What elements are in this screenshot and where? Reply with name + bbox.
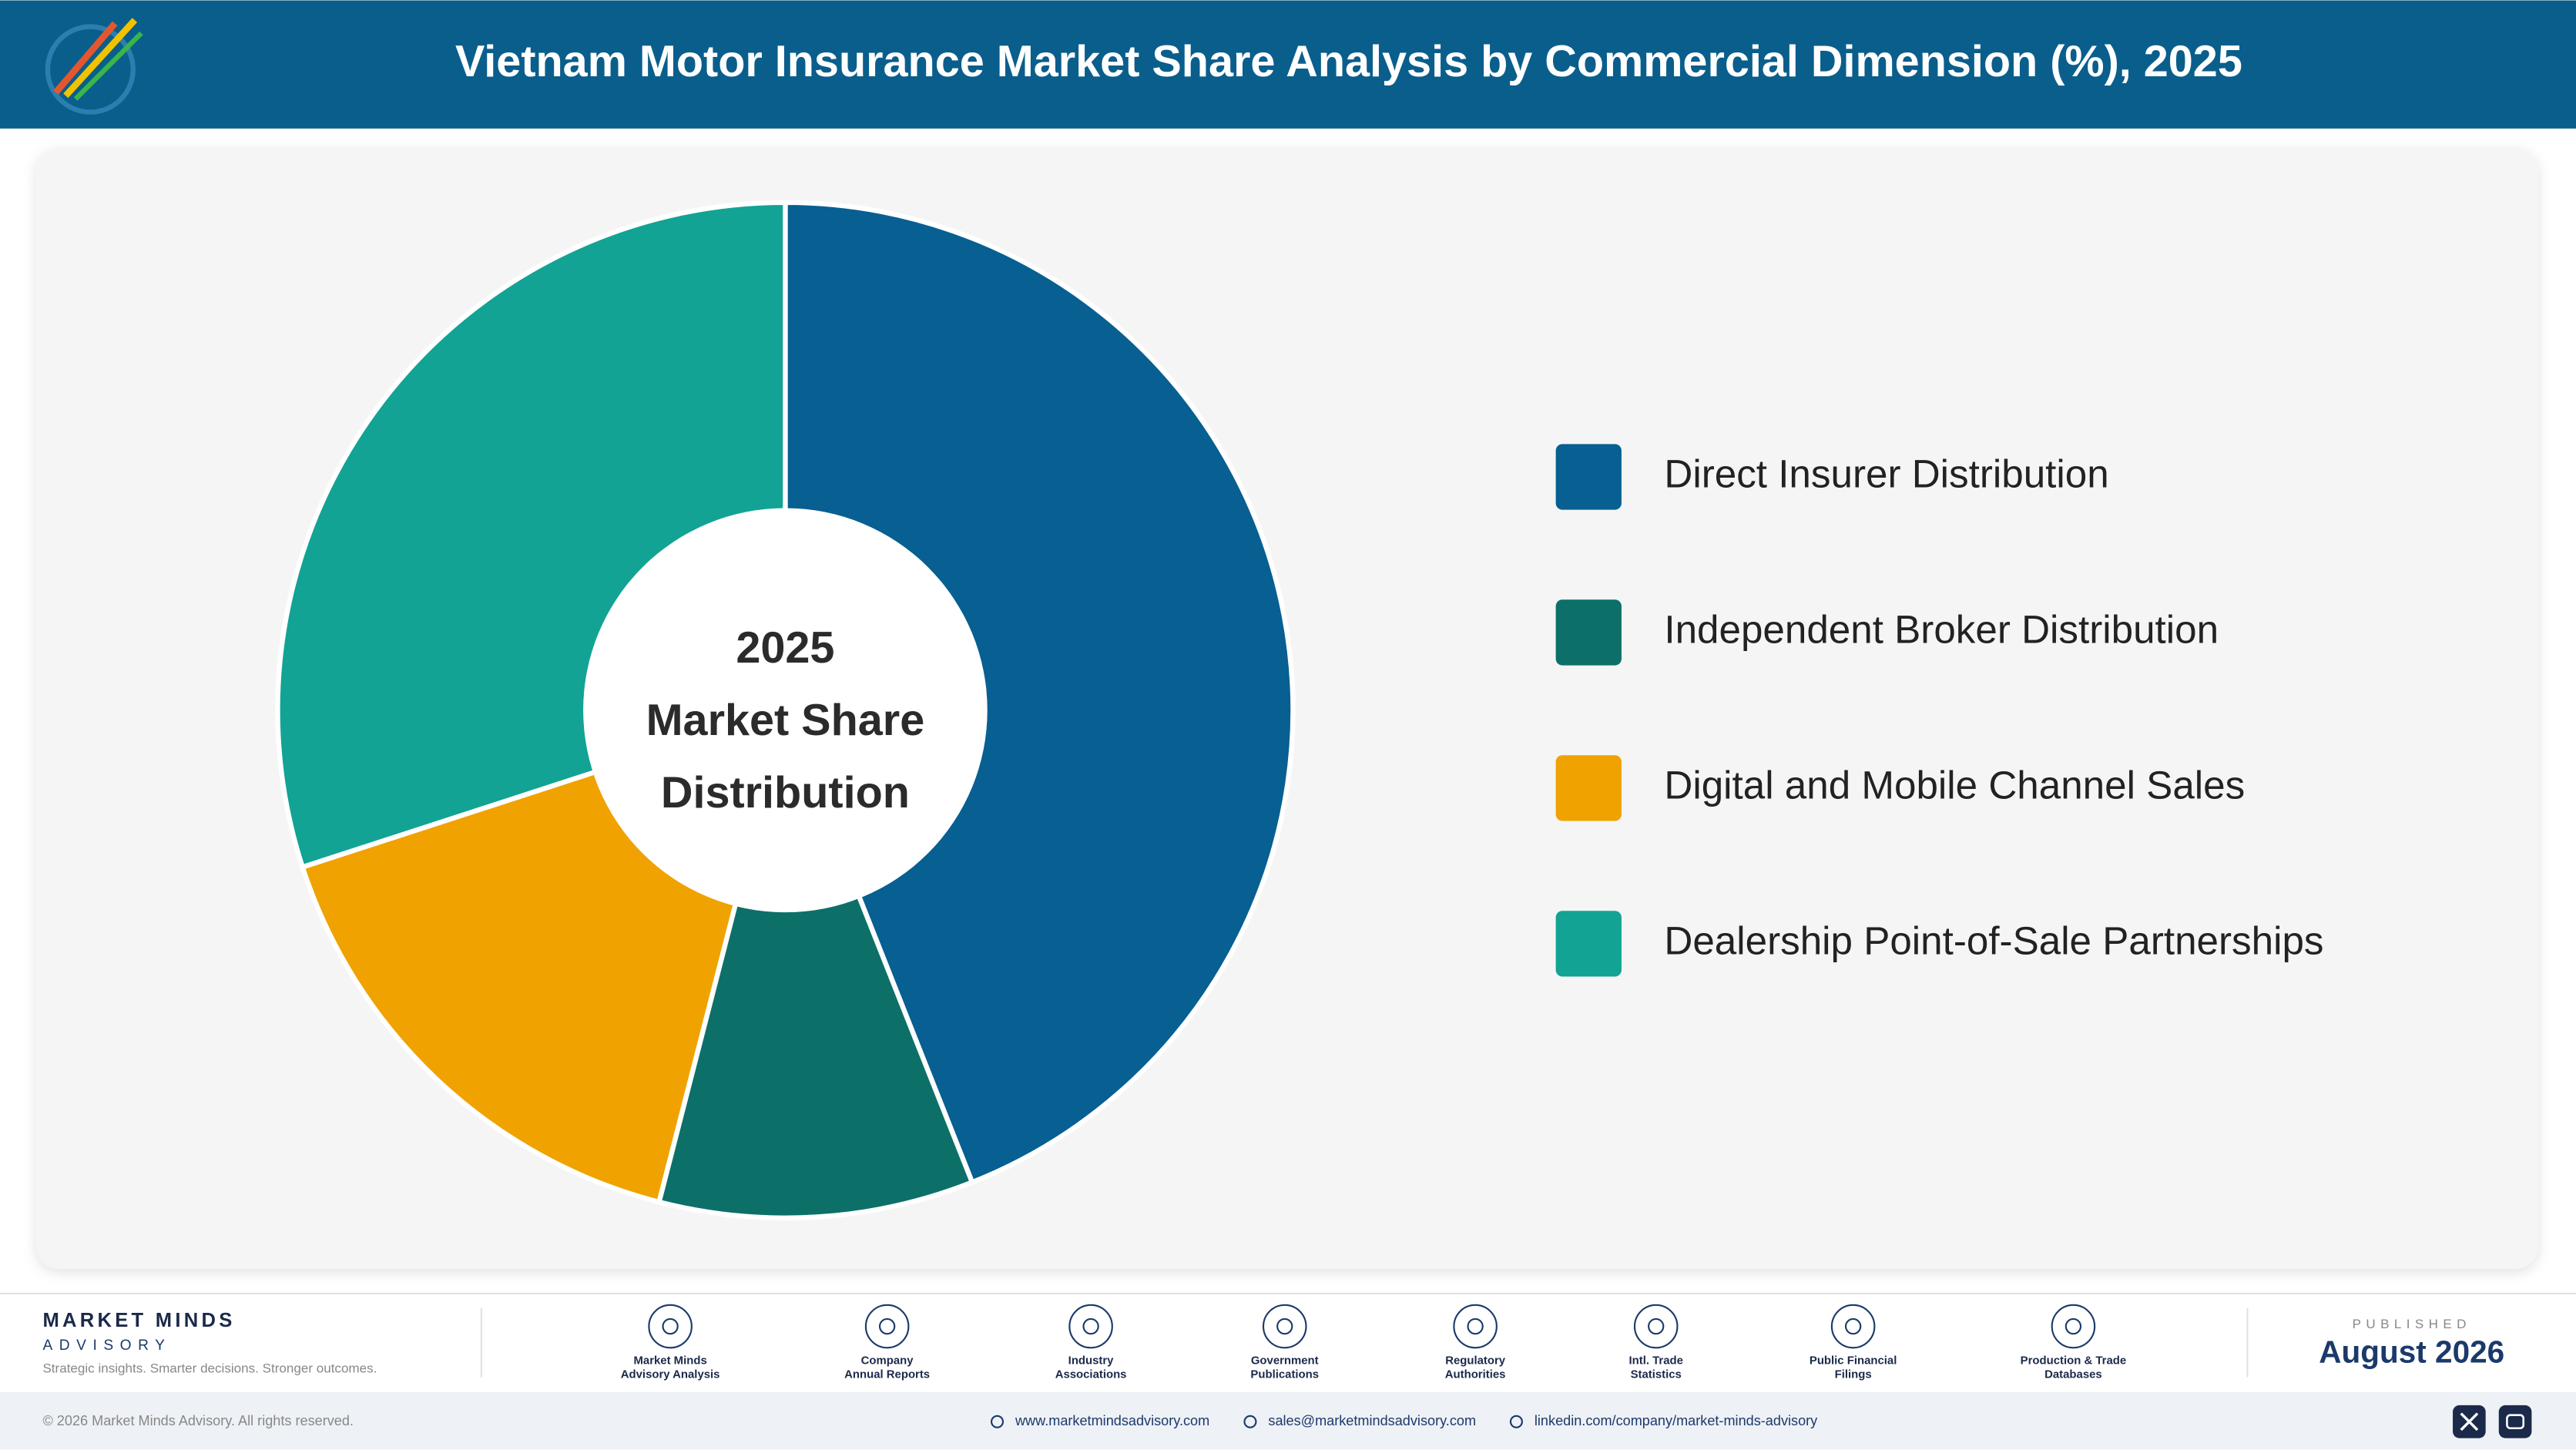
source-label: Publications	[1250, 1368, 1319, 1381]
brand-sub: ADVISORY	[42, 1338, 171, 1354]
source-icon-glyph	[2064, 1317, 2082, 1335]
source-icon-glyph	[1082, 1317, 1099, 1335]
source-label: Market Minds	[633, 1354, 706, 1367]
published-label: PUBLISHED	[2353, 1317, 2471, 1331]
links: www.marketmindsadvisory.com sales@marketm…	[990, 1413, 1818, 1428]
link-icon	[1509, 1415, 1523, 1428]
source-icon-glyph	[662, 1317, 679, 1335]
legend-swatch	[1555, 599, 1622, 666]
donut-hole	[583, 508, 988, 913]
source-label: Annual Reports	[844, 1368, 930, 1381]
page-title: Vietnam Motor Insurance Market Share Ana…	[455, 37, 2242, 86]
tagline: Strategic insights. Smarter decisions. S…	[42, 1361, 377, 1376]
social-x-icon	[2460, 1412, 2479, 1432]
source-label: Filings	[1835, 1368, 1872, 1381]
legend-label: Dealership Point-of-Sale Partnerships	[1664, 918, 2323, 962]
source-icon	[864, 1304, 910, 1349]
social-video[interactable]	[2498, 1405, 2532, 1438]
source-label: Industry	[1068, 1354, 1115, 1367]
source-icon	[1453, 1304, 1498, 1349]
legend-swatch	[1555, 911, 1622, 977]
source-icon	[648, 1304, 693, 1349]
social-video-icon	[2506, 1414, 2525, 1430]
source-icon	[1830, 1304, 1876, 1349]
source-label: Public Financial	[1810, 1354, 1897, 1367]
center-label: Distribution	[661, 768, 910, 817]
source-icon-glyph	[1648, 1317, 1665, 1335]
legend-label: Independent Broker Distribution	[1664, 607, 2219, 651]
legend-label: Direct Insurer Distribution	[1664, 451, 2108, 495]
source-label: Intl. Trade	[1629, 1354, 1683, 1367]
link-icon	[990, 1415, 1005, 1428]
legend-swatch	[1555, 755, 1622, 821]
pie-slice	[656, 702, 976, 1220]
published-date: August 2026	[2319, 1334, 2504, 1370]
center-label: Market Share	[646, 696, 925, 745]
source-label: Advisory Analysis	[621, 1368, 720, 1381]
source-icon-glyph	[1276, 1317, 1293, 1335]
source-icon-glyph	[878, 1317, 896, 1335]
bottom-bar	[0, 1391, 2576, 1450]
link[interactable]: sales@marketmindsadvisory.com	[1268, 1413, 1476, 1428]
link-icon	[1243, 1415, 1257, 1428]
source-label: Company	[861, 1354, 914, 1367]
source-label: Authorities	[1445, 1368, 1506, 1381]
legend-swatch	[1555, 444, 1622, 510]
source-icon	[1068, 1304, 1113, 1349]
copyright: © 2026 Market Minds Advisory. All rights…	[42, 1413, 354, 1428]
source-label: Statistics	[1631, 1368, 1682, 1381]
source-label: Databases	[2044, 1368, 2102, 1381]
link[interactable]: linkedin.com/company/market-minds-adviso…	[1535, 1413, 1818, 1428]
source-label: Associations	[1055, 1368, 1127, 1381]
pie-slice	[783, 200, 1296, 1186]
legend-label: Digital and Mobile Channel Sales	[1664, 763, 2245, 807]
source-label: Production & Trade	[2021, 1354, 2126, 1367]
source-icon	[2051, 1304, 2096, 1349]
link[interactable]: www.marketmindsadvisory.com	[1015, 1413, 1209, 1428]
source-icon	[1262, 1304, 1307, 1349]
source-label: Regulatory	[1445, 1354, 1506, 1367]
brand: MARKET MINDS	[42, 1310, 235, 1331]
logo	[45, 18, 143, 115]
center-label: 2025	[736, 623, 834, 673]
source-icon-glyph	[1467, 1317, 1484, 1335]
header-bar	[0, 0, 2576, 129]
source-icon	[1633, 1304, 1679, 1349]
chart: 2025 Market Share Distribution Direct Insur…	[275, 200, 2324, 1220]
source-icon-glyph	[1844, 1317, 1862, 1335]
source-label: Government	[1251, 1354, 1319, 1367]
